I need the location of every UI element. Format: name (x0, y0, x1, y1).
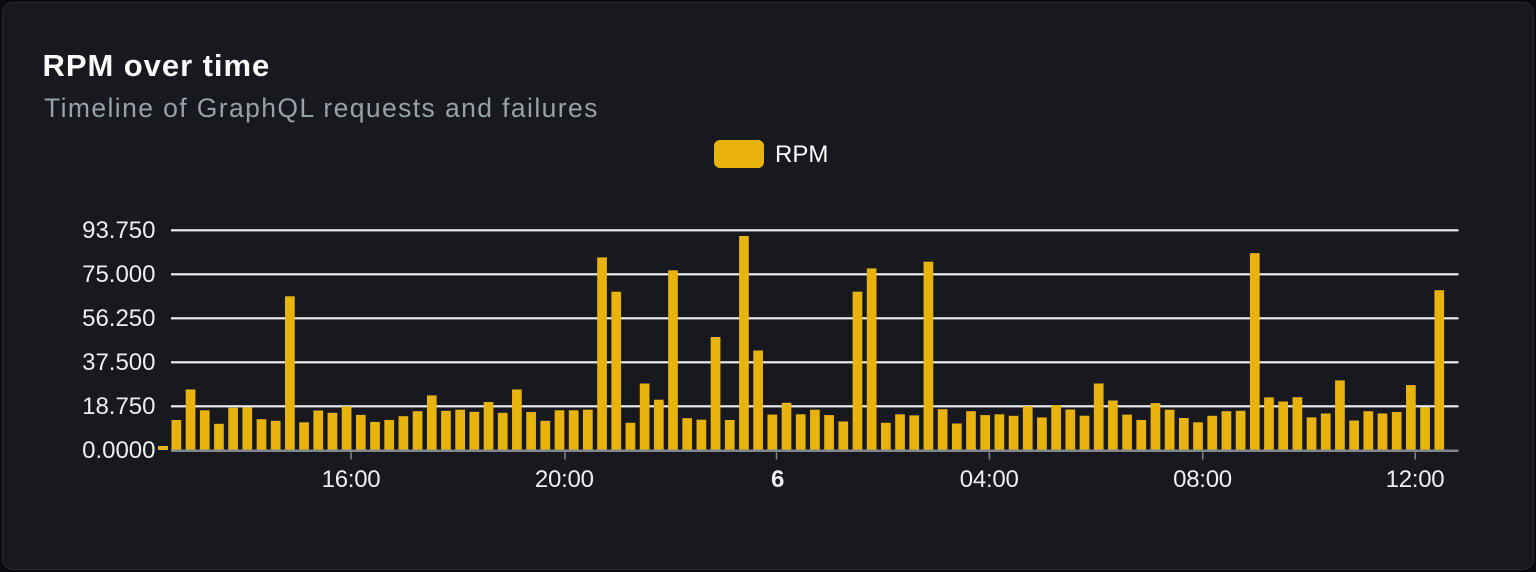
svg-text:16:00: 16:00 (322, 466, 381, 493)
svg-text:75.000: 75.000 (82, 261, 155, 288)
svg-text:0.0000: 0.0000 (82, 437, 155, 464)
svg-text:08:00: 08:00 (1173, 466, 1232, 493)
svg-text:RPM: RPM (775, 141, 828, 168)
svg-text:56.250: 56.250 (82, 305, 155, 332)
svg-text:12:00: 12:00 (1386, 466, 1445, 493)
svg-text:93.750: 93.750 (82, 217, 155, 244)
svg-text:04:00: 04:00 (960, 466, 1019, 493)
svg-text:18.750: 18.750 (82, 393, 155, 420)
svg-text:20:00: 20:00 (535, 466, 594, 493)
svg-text:37.500: 37.500 (82, 349, 155, 376)
svg-text:6: 6 (771, 466, 784, 493)
